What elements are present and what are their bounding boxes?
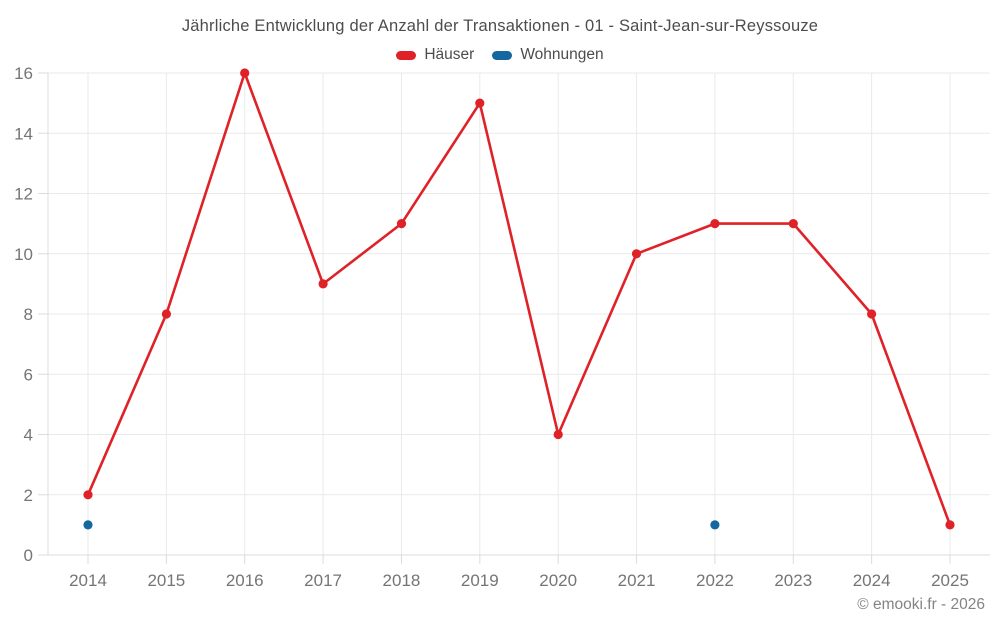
data-point-wohnungen-2022[interactable] (710, 520, 720, 530)
data-point-h-user-2024[interactable] (867, 309, 877, 319)
data-point-h-user-2020[interactable] (553, 429, 563, 440)
x-axis-tick-label: 2022 (696, 571, 734, 590)
series-line-0 (86, 71, 952, 527)
x-axis-tick-label: 2014 (69, 571, 107, 590)
y-axis-tick-label: 0 (24, 546, 33, 565)
data-point-h-user-2023[interactable] (788, 219, 798, 229)
y-axis-tick-label: 2 (24, 486, 33, 505)
y-axis-tick-label: 12 (14, 185, 33, 204)
x-axis-tick-label: 2016 (226, 571, 264, 590)
x-axis-tick-label: 2018 (383, 571, 421, 590)
y-axis-tick-label: 8 (24, 305, 33, 324)
x-axis-tick-label: 2023 (774, 571, 812, 590)
y-axis-tick-label: 16 (14, 64, 33, 83)
data-point-h-user-2019[interactable] (475, 98, 485, 108)
legend: Häuser Wohnungen (0, 46, 1000, 64)
legend-label-haeuser: Häuser (424, 46, 475, 63)
data-point-h-user-2021[interactable] (631, 249, 642, 259)
chart-title: Jährliche Entwicklung der Anzahl der Tra… (181, 17, 819, 35)
x-axis-tick-label: 2019 (461, 571, 499, 590)
data-point-h-user-2022[interactable] (710, 219, 720, 229)
data-point-h-user-2016[interactable] (240, 68, 250, 78)
data-point-h-user-2014[interactable] (83, 490, 93, 500)
x-axis-tick-label: 2025 (931, 571, 969, 590)
data-point-h-user-2015[interactable] (161, 309, 171, 319)
data-point-h-user-2025[interactable] (945, 520, 955, 530)
data-point-h-user-2017[interactable] (318, 279, 328, 289)
legend-label-wohnungen: Wohnungen (520, 46, 604, 63)
data-point-wohnungen-2014[interactable] (83, 520, 93, 530)
legend-swatch-wohnungen (492, 50, 513, 60)
x-axis-tick-label: 2017 (304, 571, 342, 590)
x-axis-tick-label: 2020 (539, 571, 577, 590)
x-axis-tick-label: 2021 (618, 571, 656, 590)
footer-credit: © emooki.fr - 2026 (857, 596, 985, 613)
legend-swatch-haeuser (396, 50, 417, 60)
y-axis-tick-label: 10 (14, 245, 33, 264)
legend-item-haeuser[interactable]: Häuser (396, 46, 474, 64)
y-axis-tick-label: 6 (24, 365, 33, 384)
y-axis-tick-label: 4 (24, 426, 33, 445)
legend-item-wohnungen[interactable]: Wohnungen (492, 46, 604, 64)
y-axis-tick-label: 14 (14, 124, 33, 143)
x-axis-tick-label: 2015 (147, 571, 185, 590)
x-axis-tick-label: 2024 (853, 571, 891, 590)
data-point-h-user-2018[interactable] (396, 219, 407, 229)
